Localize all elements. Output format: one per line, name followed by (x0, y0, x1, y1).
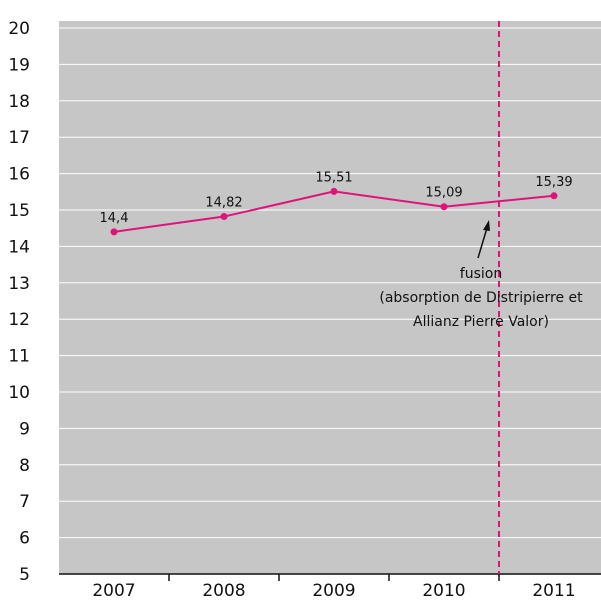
annotation-text-line-2: (absorption de Distripierre et (379, 290, 583, 306)
event-annotation: fusion (absorption de Distripierre et Al… (379, 220, 583, 330)
data-points (110, 187, 558, 236)
data-label: 15,09 (425, 186, 462, 201)
y-tick-label: 16 (8, 165, 30, 185)
y-tick-label: 7 (19, 492, 30, 512)
data-labels: 14,4 14,82 15,51 15,09 15,39 (100, 170, 573, 225)
x-axis: 2007 2008 2009 2010 2011 (59, 573, 601, 600)
x-tick-label: 2007 (92, 581, 135, 600)
gridlines (59, 27, 601, 539)
x-tick-label: 2011 (532, 581, 575, 600)
annotation-arrowhead (483, 220, 490, 231)
y-tick-label: 18 (8, 92, 30, 112)
y-tick-label: 17 (8, 128, 30, 148)
data-label: 14,4 (100, 211, 129, 226)
y-tick-label: 15 (8, 201, 30, 221)
y-axis-tick-labels: 5 6 7 8 9 10 11 12 13 14 15 16 17 18 19 20 (8, 19, 30, 585)
y-tick-label: 13 (8, 274, 30, 294)
y-tick-label: 20 (8, 19, 30, 39)
data-point (330, 187, 338, 195)
x-tick-label: 2010 (422, 581, 465, 600)
y-tick-label: 6 (19, 529, 30, 549)
data-label: 15,51 (315, 170, 352, 185)
x-tick-label: 2009 (312, 581, 355, 600)
annotation-arrow (477, 227, 488, 259)
y-tick-label: 11 (8, 347, 30, 367)
annotation-text-line-1: fusion (460, 266, 502, 282)
annotation-text-line-3: Allianz Pierre Valor) (413, 314, 549, 330)
data-point (110, 228, 118, 236)
y-tick-label: 5 (19, 565, 30, 585)
data-label: 15,39 (535, 175, 572, 190)
data-label: 14,82 (205, 196, 242, 211)
y-tick-label: 9 (19, 419, 30, 439)
data-point (440, 203, 448, 211)
y-tick-label: 10 (8, 383, 30, 403)
y-tick-label: 19 (8, 55, 30, 75)
y-tick-label: 8 (19, 456, 30, 476)
data-point (220, 213, 228, 221)
data-point (550, 192, 558, 200)
y-tick-label: 12 (8, 310, 30, 330)
x-tick-label: 2008 (202, 581, 245, 600)
plot-background (59, 21, 601, 574)
y-tick-label: 14 (8, 237, 30, 257)
